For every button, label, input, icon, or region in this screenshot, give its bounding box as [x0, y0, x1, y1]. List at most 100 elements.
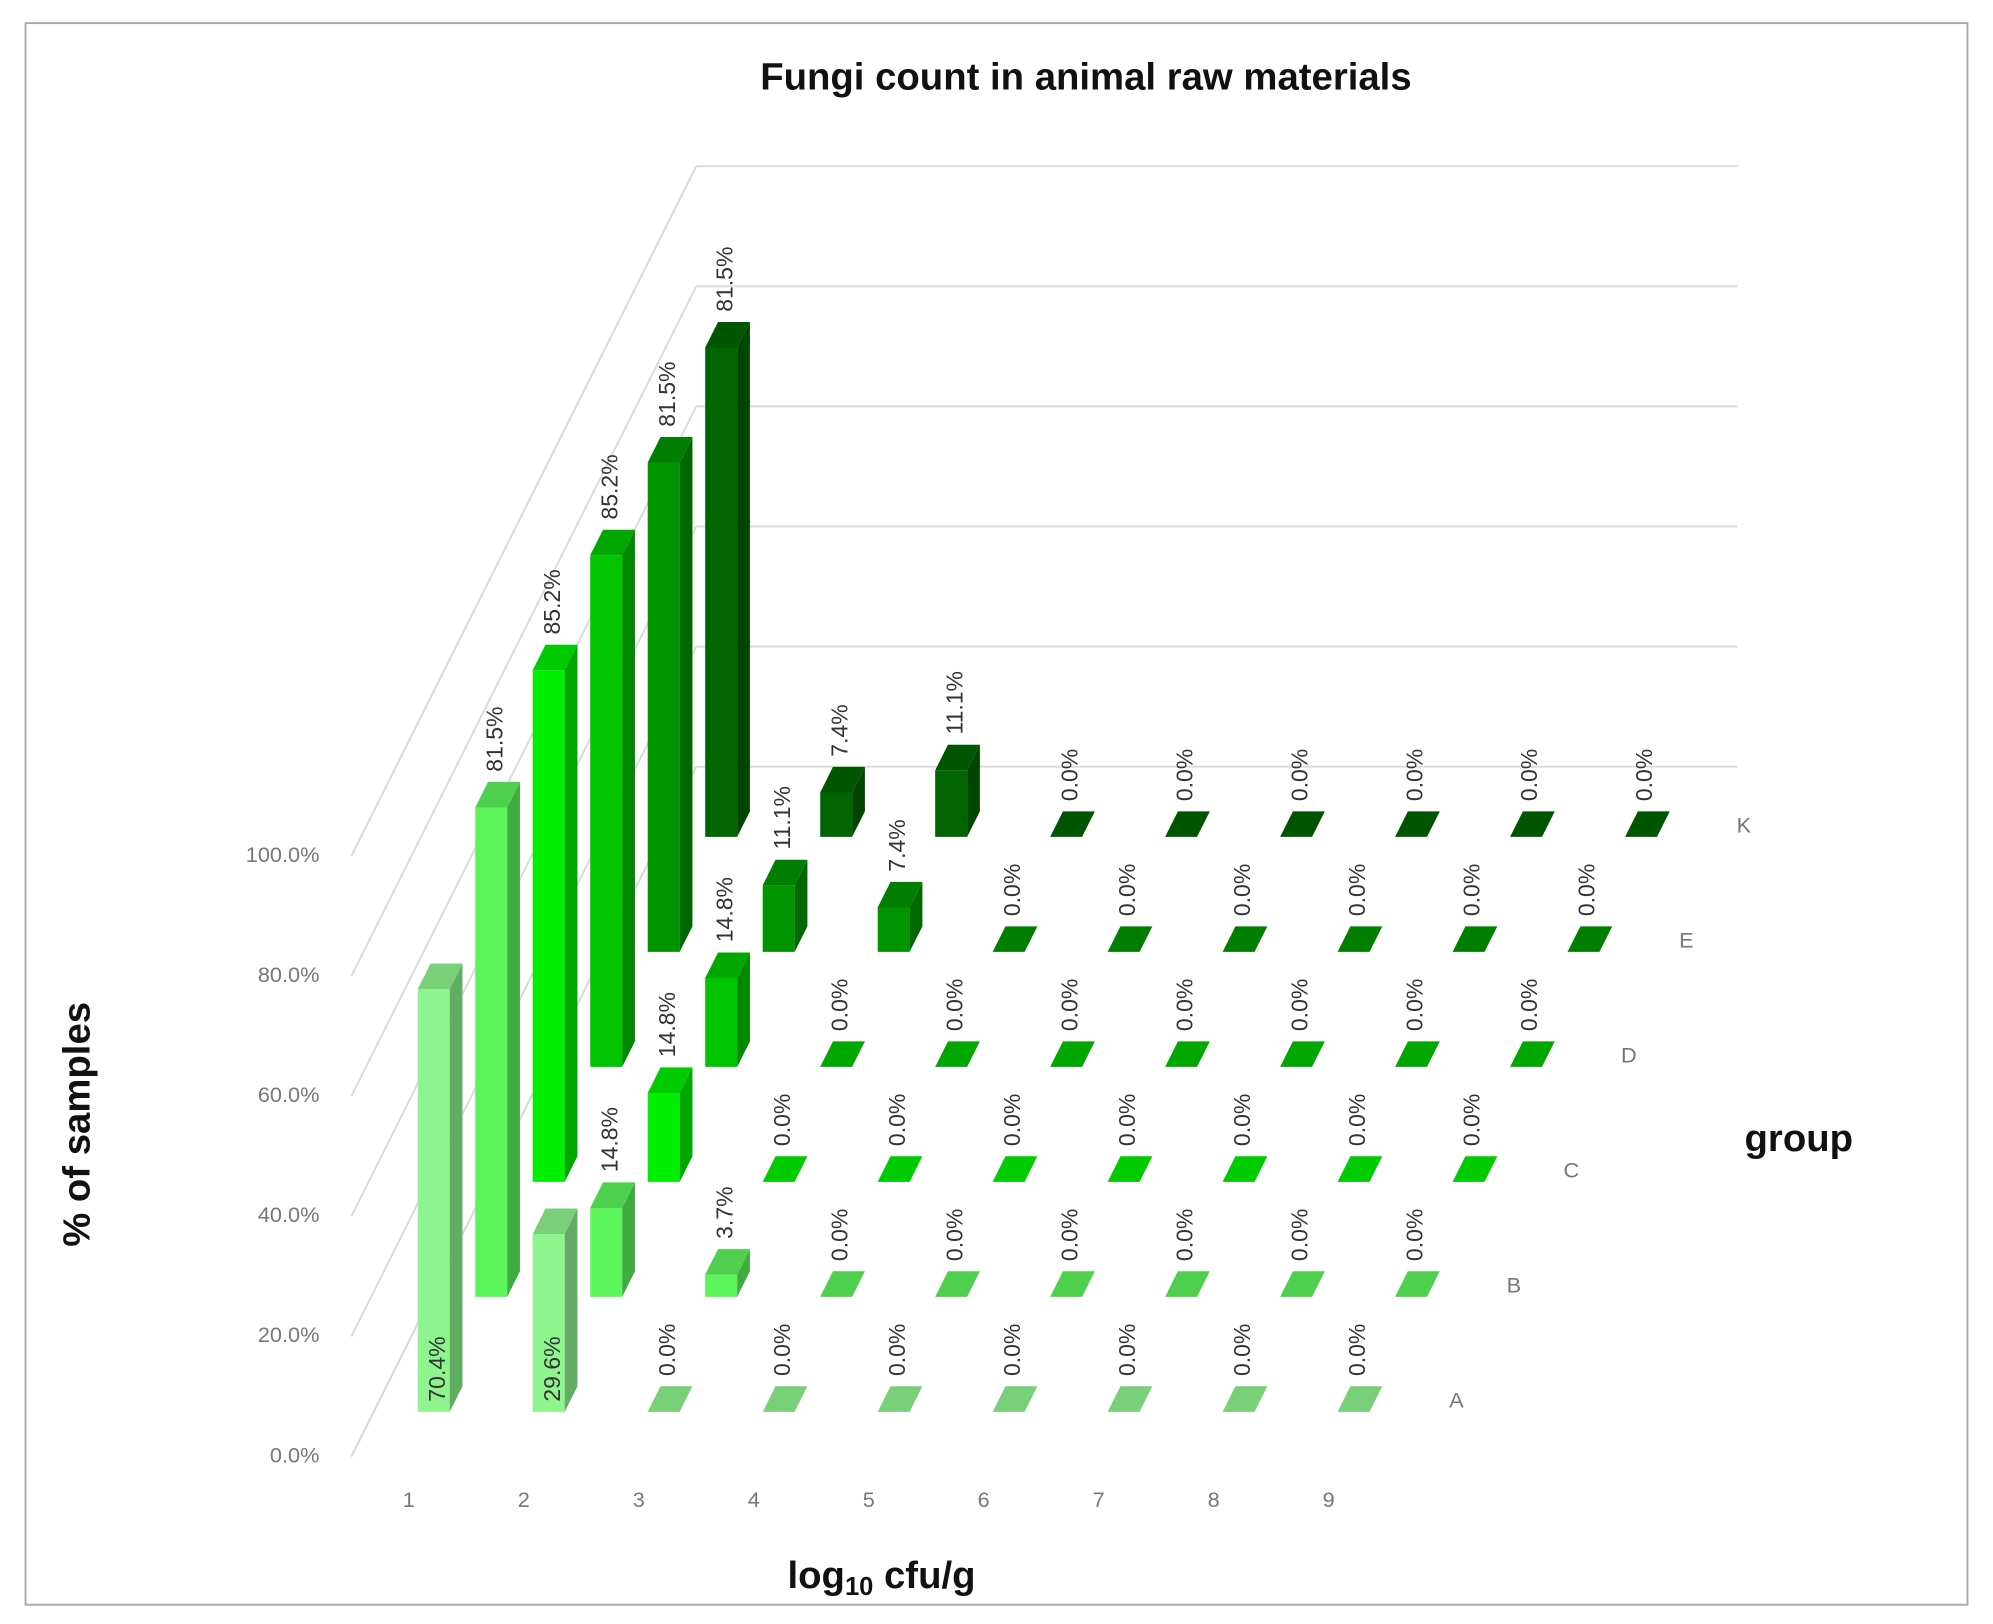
series-label: A [1449, 1387, 1464, 1412]
bar [532, 644, 578, 1182]
bar [1280, 1041, 1325, 1067]
bar-front [475, 807, 508, 1297]
bar [1222, 926, 1268, 952]
grid-line [350, 526, 698, 1217]
bar-top [532, 644, 578, 671]
bar-top [935, 1041, 980, 1067]
bar-front [532, 1234, 565, 1412]
bar-top [1050, 1271, 1095, 1297]
grid-line [350, 165, 698, 857]
bar [992, 1156, 1038, 1182]
bar-front [877, 907, 910, 952]
data-label: 29.6% [539, 1336, 565, 1401]
bar-top [877, 881, 923, 908]
bar-front [762, 885, 795, 952]
data-label: 0.0% [1344, 1324, 1370, 1376]
bar-side [449, 963, 463, 1412]
bar-top [762, 1156, 808, 1182]
bar [1050, 1041, 1095, 1067]
bar [992, 926, 1038, 952]
bar-top [1165, 1041, 1210, 1067]
bar [1510, 811, 1555, 837]
bar [762, 859, 808, 952]
data-label: 0.0% [654, 1324, 680, 1376]
bar-top [647, 436, 693, 463]
bar-top [590, 1182, 635, 1208]
bar-top [1107, 1386, 1153, 1412]
bar-top [705, 321, 750, 348]
bar-top [1337, 1386, 1383, 1412]
bar [532, 1208, 578, 1412]
data-label: 0.0% [1344, 864, 1370, 916]
bar-top [1337, 1156, 1383, 1182]
data-label: 0.0% [1171, 1209, 1197, 1261]
bar [1510, 1041, 1555, 1067]
data-label: 0.0% [941, 979, 967, 1031]
data-label: 0.0% [826, 979, 852, 1031]
bar [1280, 811, 1325, 837]
bar-top [590, 529, 635, 556]
bar-top [1165, 1271, 1210, 1297]
bar-top [992, 1386, 1038, 1412]
data-label: 0.0% [1574, 864, 1600, 916]
bar-top [1280, 1271, 1325, 1297]
bar [877, 881, 923, 952]
bar-top [820, 1271, 865, 1297]
data-label: 81.5% [711, 247, 737, 312]
bar [705, 952, 750, 1067]
data-label: 81.5% [481, 707, 507, 772]
data-label: 0.0% [1114, 1324, 1140, 1376]
bar [877, 1156, 923, 1182]
bar [935, 1041, 980, 1067]
data-label: 11.1% [769, 786, 795, 849]
bar [1452, 926, 1498, 952]
bar-top [877, 1386, 923, 1412]
z-axis-label: group [1745, 1117, 1854, 1160]
bar-top [647, 1386, 693, 1412]
bar [417, 963, 463, 1412]
data-label: 11.1% [941, 671, 967, 734]
grid-line [350, 646, 698, 1337]
bar-side [737, 952, 750, 1067]
data-label: 14.8% [711, 877, 737, 942]
bar-side [507, 781, 520, 1297]
bar-top [1395, 811, 1440, 837]
bar-front [532, 670, 565, 1182]
bar-top [1567, 926, 1613, 952]
y-tick-label: 80.0% [258, 962, 320, 987]
grid-line [350, 405, 698, 1097]
x-tick-label: 8 [1208, 1487, 1220, 1512]
series-label: B [1507, 1272, 1521, 1297]
data-label: 0.0% [1631, 749, 1657, 801]
bar-side [622, 529, 635, 1067]
bar-top [1165, 811, 1210, 837]
x-tick-label: 2 [518, 1487, 530, 1512]
data-label: 0.0% [1229, 1094, 1255, 1146]
data-label: 0.0% [1114, 864, 1140, 916]
x-tick-label: 5 [863, 1487, 875, 1512]
data-label: 0.0% [1401, 749, 1427, 801]
data-label: 0.0% [1401, 979, 1427, 1031]
bar-top [705, 1249, 750, 1275]
data-label: 0.0% [1056, 979, 1082, 1031]
bar-front [590, 555, 623, 1067]
y-tick-label: 40.0% [258, 1202, 320, 1227]
y-tick-label: 60.0% [258, 1082, 320, 1107]
grid-line [350, 285, 698, 977]
data-label: 0.0% [1516, 979, 1542, 1031]
bar [1337, 926, 1383, 952]
x-tick-label: 1 [403, 1487, 415, 1512]
bar [705, 321, 750, 837]
data-label: 0.0% [1114, 1094, 1140, 1146]
data-label: 0.0% [1171, 749, 1197, 801]
bar-top [992, 926, 1038, 952]
bar-side [852, 766, 865, 837]
series-label: E [1679, 927, 1693, 952]
data-label: 0.0% [999, 1094, 1025, 1146]
data-label: 0.0% [884, 1324, 910, 1376]
data-label: 0.0% [999, 864, 1025, 916]
data-label: 0.0% [1229, 864, 1255, 916]
bar [1050, 1271, 1095, 1297]
